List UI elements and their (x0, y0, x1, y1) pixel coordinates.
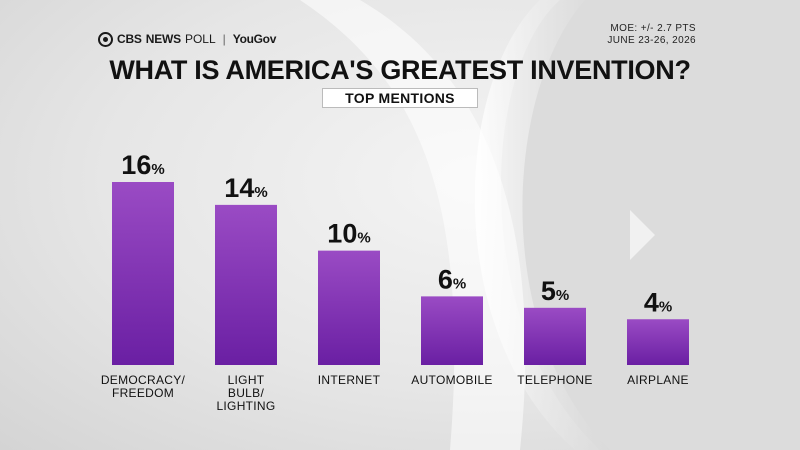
category-label-1: LIGHT BULB/LIGHTING (216, 373, 275, 413)
bar-3 (421, 296, 483, 365)
bar-5 (627, 319, 689, 365)
value-label-3: 6% (438, 264, 466, 294)
value-label-4: 5% (541, 276, 569, 306)
poll-dates: JUNE 23-26, 2026 (607, 35, 696, 46)
brand-news: NEWS (145, 32, 181, 46)
bar-4 (524, 307, 586, 365)
value-label-5: 4% (644, 287, 672, 317)
poll-meta: MOE: +/- 2.7 PTS JUNE 23-26, 2026 (607, 23, 696, 47)
chart-title: WHAT IS AMERICA'S GREATEST INVENTION? (109, 55, 691, 85)
category-label-4: TELEPHONE (517, 373, 592, 387)
category-label-2: INTERNET (318, 373, 381, 387)
brand-logo: CBS NEWS POLL | YouGov (98, 31, 276, 47)
margin-of-error: MOE: +/- 2.7 PTS (610, 23, 696, 34)
category-label-5: AIRPLANE (627, 373, 689, 387)
bar-1 (215, 204, 277, 365)
cbs-eye-icon (98, 31, 113, 47)
brand-partner: YouGov (232, 32, 277, 46)
value-label-2: 10% (327, 219, 370, 249)
value-label-1: 14% (224, 173, 267, 203)
category-label-0: DEMOCRACY/FREEDOM (101, 373, 186, 400)
bar-2 (318, 250, 380, 365)
bar-0 (112, 182, 174, 365)
brand-poll: POLL (184, 32, 216, 46)
chart-subtitle: TOP MENTIONS (322, 88, 478, 108)
brand-separator: | (222, 32, 226, 46)
value-label-0: 16% (121, 150, 164, 180)
brand-cbs: CBS (117, 32, 142, 46)
category-label-3: AUTOMOBILE (411, 373, 492, 387)
